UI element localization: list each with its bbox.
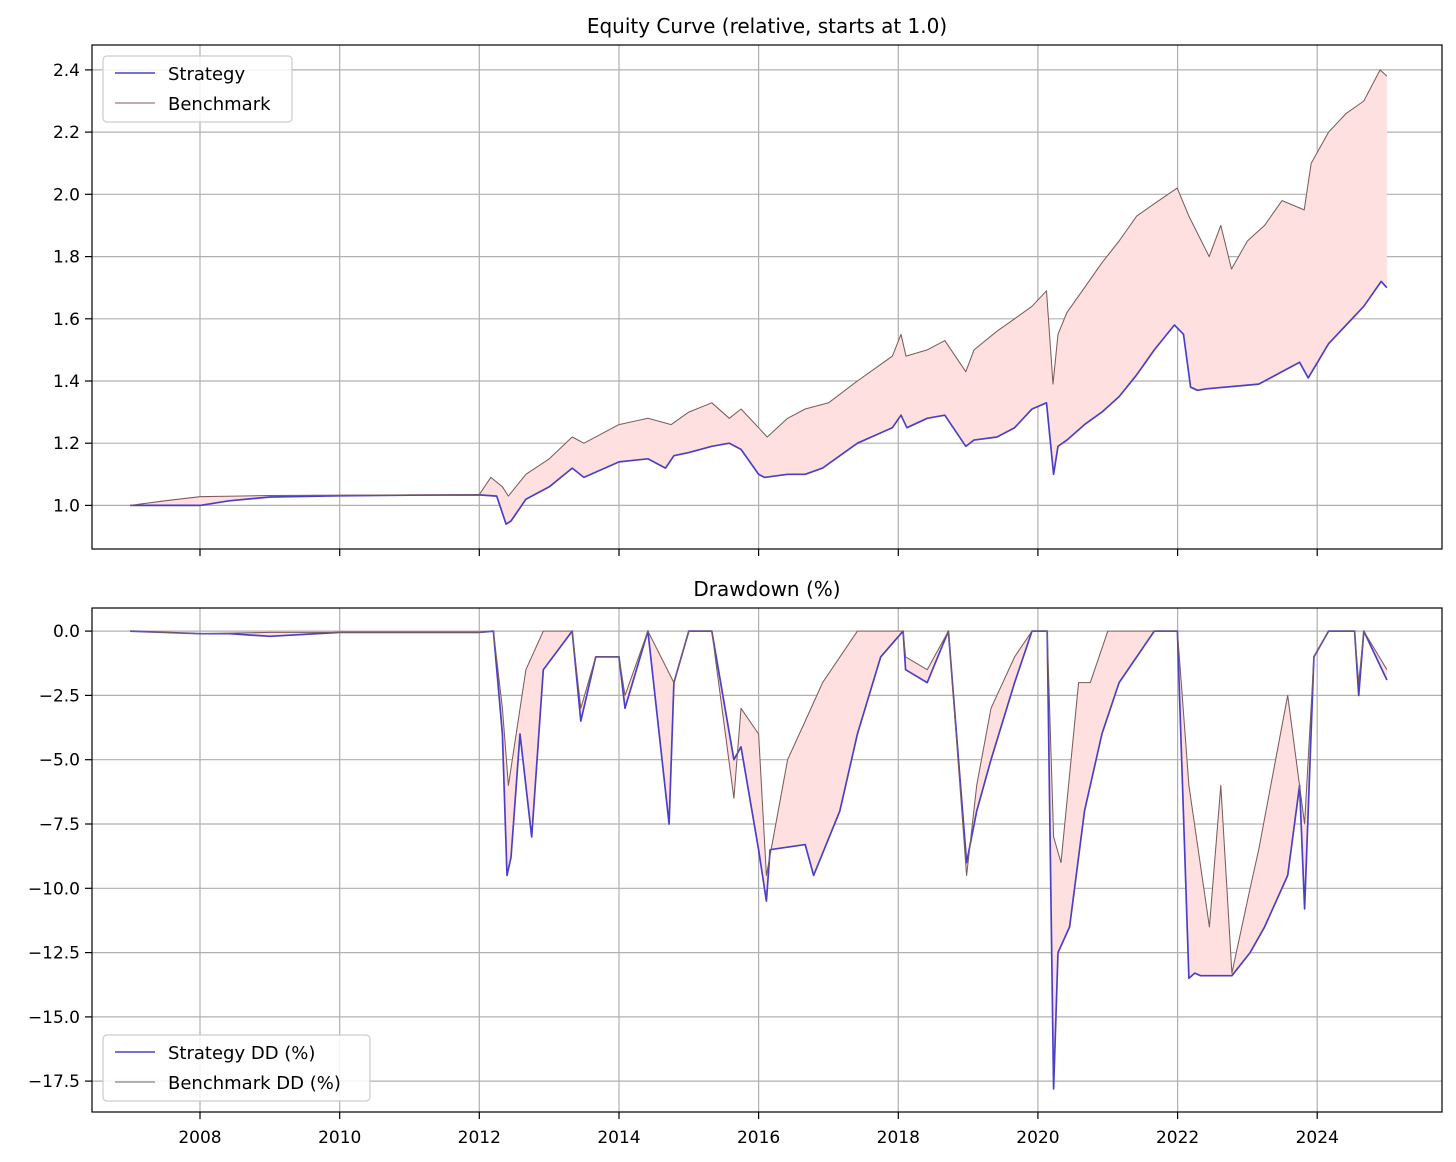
equity-curve-grid — [92, 45, 1442, 549]
drawdown-panel: Drawdown (%) 0.0 −2.5 −5.0 −7.5 −10.0 −12.5 −1… — [28, 577, 1443, 1148]
drawdown-strategy-dd-line — [130, 630, 1388, 1090]
equity-curve-benchmark-line — [130, 69, 1388, 506]
drawdown-ytick-label: −2.5 — [39, 686, 80, 706]
drawdown-xtick-label: 2016 — [737, 1128, 780, 1148]
equity-curve-title: Equity Curve (relative, starts at 1.0) — [587, 14, 947, 38]
drawdown-y-ticks: 0.0 −2.5 −5.0 −7.5 −10.0 −12.5 −15.0 −17.5 — [28, 622, 92, 1092]
equity-curve-ytick-label: 2.4 — [53, 61, 80, 81]
drawdown-ytick-label: 0.0 — [53, 622, 80, 642]
equity-curve-series — [130, 69, 1388, 525]
equity-curve-ytick-label: 1.0 — [53, 496, 80, 516]
legend-strategy-label: Strategy — [168, 64, 245, 85]
equity-curve-ytick-label: 2.0 — [53, 185, 80, 205]
drawdown-ytick-label: −5.0 — [39, 751, 80, 771]
drawdown-axes-frame — [91, 607, 1443, 1113]
equity-curve-ytick-label: 1.4 — [53, 372, 80, 392]
legend-benchmark-label: Benchmark — [168, 94, 271, 115]
drawdown-ytick-label: −15.0 — [28, 1008, 80, 1028]
equity-curve-ytick-label: 1.2 — [53, 434, 80, 454]
equity-curve-ytick-label: 1.8 — [53, 248, 80, 268]
drawdown-x-ticks: 2008 2010 2012 2014 2016 2018 2020 2022 2024 — [178, 1112, 1339, 1148]
equity-curve-axes-frame — [91, 44, 1443, 550]
legend-benchmark-dd-label: Benchmark DD (%) — [168, 1073, 341, 1094]
drawdown-benchmark-dd-line — [130, 630, 1388, 974]
drawdown-xtick-label: 2018 — [877, 1128, 920, 1148]
drawdown-ytick-label: −7.5 — [39, 815, 80, 835]
equity-curve-x-ticks — [199, 549, 1318, 556]
drawdown-ytick-label: −12.5 — [28, 944, 80, 964]
drawdown-xtick-label: 2020 — [1016, 1128, 1059, 1148]
drawdown-xtick-label: 2024 — [1296, 1128, 1339, 1148]
equity-curve-panel: Equity Curve (relative, starts at 1.0) 1… — [53, 14, 1443, 556]
legend-strategy-dd-label: Strategy DD (%) — [168, 1043, 315, 1064]
equity-curve-ytick-label: 2.2 — [53, 123, 80, 143]
equity-curve-y-ticks: 1.0 1.2 1.4 1.6 1.8 2.0 2.2 2.4 — [53, 61, 92, 516]
drawdown-ytick-label: −17.5 — [28, 1072, 80, 1092]
drawdown-legend: Strategy DD (%) Benchmark DD (%) — [102, 1034, 371, 1102]
drawdown-xtick-label: 2022 — [1156, 1128, 1199, 1148]
drawdown-series — [130, 630, 1388, 1090]
equity-curve-fill-between — [130, 69, 1387, 525]
drawdown-ytick-label: −10.0 — [28, 879, 80, 899]
equity-curve-strategy-line — [130, 280, 1388, 525]
drawdown-xtick-label: 2008 — [178, 1128, 221, 1148]
equity-curve-ytick-label: 1.6 — [53, 310, 80, 330]
drawdown-xtick-label: 2010 — [318, 1128, 361, 1148]
drawdown-xtick-label: 2012 — [458, 1128, 501, 1148]
equity-curve-fill-area — [130, 69, 1387, 525]
drawdown-legend-box — [102, 1034, 371, 1102]
drawdown-title: Drawdown (%) — [693, 577, 840, 601]
drawdown-xtick-label: 2014 — [597, 1128, 640, 1148]
equity-curve-legend: Strategy Benchmark — [102, 55, 293, 123]
